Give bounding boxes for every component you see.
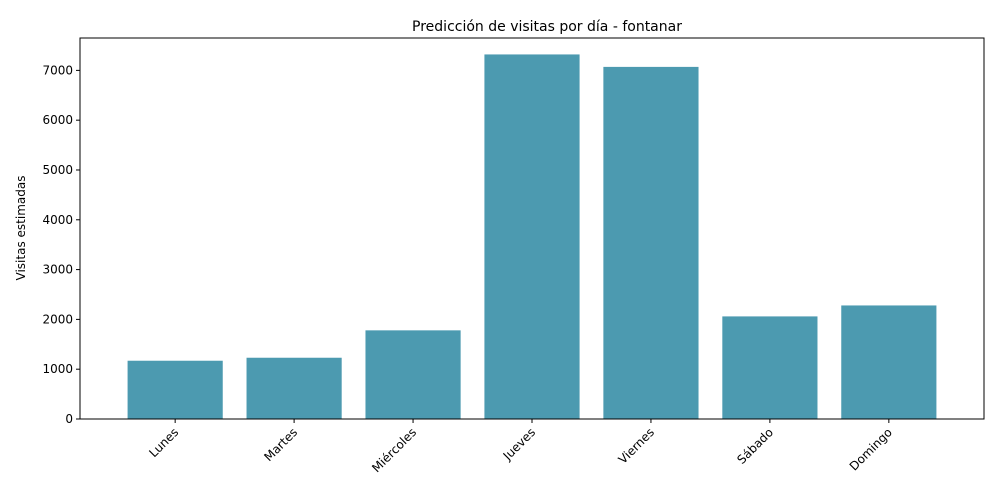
x-tick-label-1: Martes	[261, 425, 300, 464]
y-tick-label-5: 5000	[42, 163, 73, 177]
x-tick-label-6: Domingo	[847, 425, 895, 473]
plot-frame	[79, 37, 985, 420]
chart-title: Predicción de visitas por día - fontanar	[412, 19, 682, 35]
bar-3	[484, 54, 580, 419]
y-tick-label-4: 4000	[42, 213, 73, 227]
y-tick-label-7: 7000	[42, 63, 73, 77]
bar-4	[603, 66, 699, 419]
bar-6	[841, 305, 937, 419]
x-tick-label-3: Jueves	[500, 425, 538, 463]
y-axis-label: Visitas estimadas	[14, 176, 28, 281]
bar-5	[722, 316, 818, 419]
y-ticks-group: 0 1000 2000 3000 4000 5000 6000 7000	[42, 63, 80, 426]
x-tick-label-4: Viernes	[616, 425, 657, 466]
bar-1	[246, 357, 342, 419]
y-tick-label-1: 1000	[42, 362, 73, 376]
x-tick-label-2: Miércoles	[369, 425, 419, 475]
x-ticks-group: Lunes Martes Miércoles Jueves Viernes Sábado D…	[146, 419, 895, 475]
y-tick-label-0: 0	[65, 412, 73, 426]
x-tick-label-5: Sábado	[734, 425, 776, 467]
bar-0	[127, 360, 223, 419]
y-tick-label-6: 6000	[42, 113, 73, 127]
x-tick-label-0: Lunes	[146, 425, 181, 460]
y-tick-label-3: 3000	[42, 263, 73, 277]
bars-group	[127, 54, 937, 419]
y-tick-label-2: 2000	[42, 312, 73, 326]
bar-2	[365, 330, 461, 419]
